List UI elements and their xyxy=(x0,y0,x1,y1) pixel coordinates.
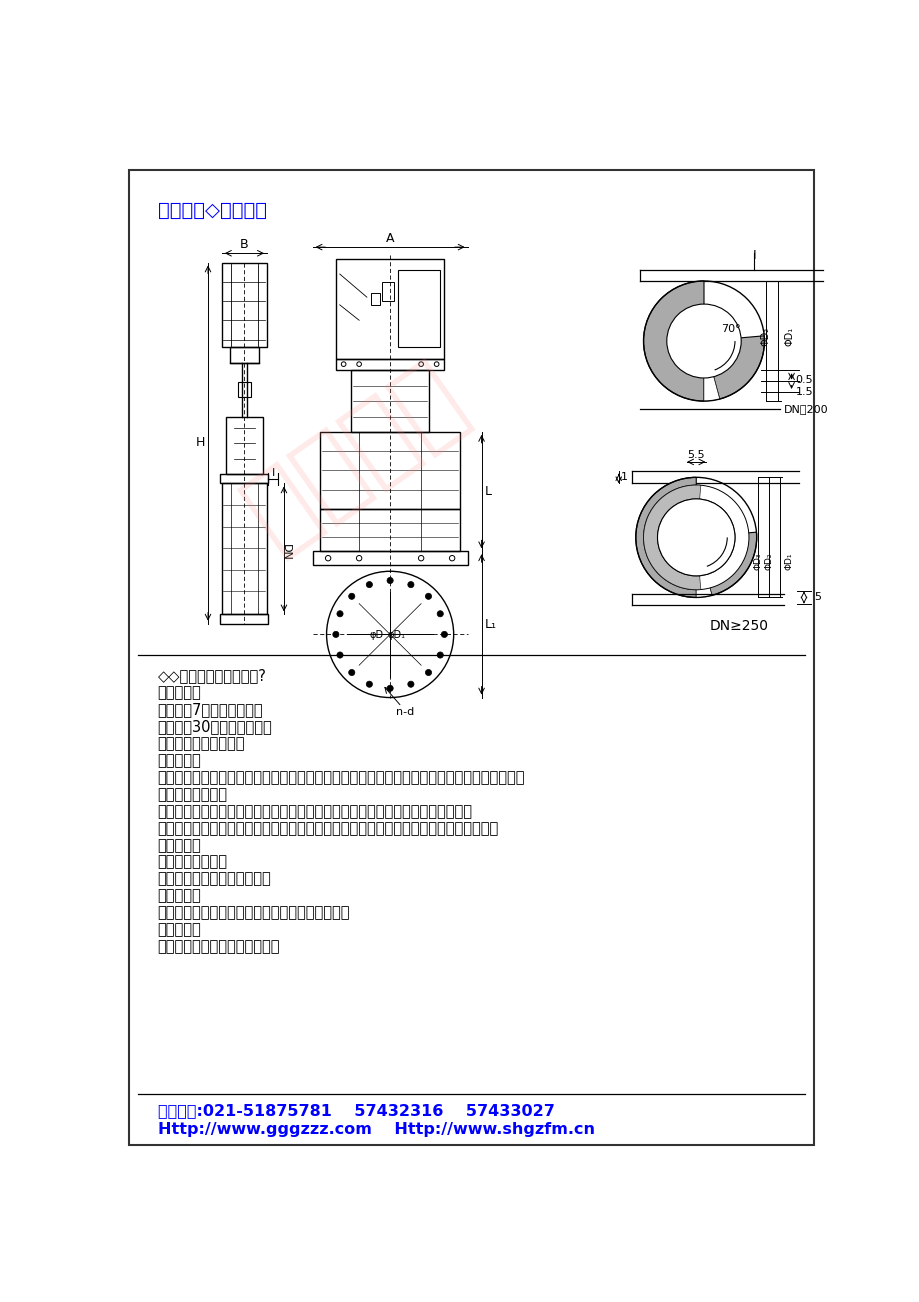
Circle shape xyxy=(341,362,346,366)
Text: 5: 5 xyxy=(813,592,820,603)
Text: 二、支持支付宝、百付宝付款: 二、支持支付宝、百付宝付款 xyxy=(157,871,271,887)
Circle shape xyxy=(336,652,343,658)
Circle shape xyxy=(356,556,361,561)
Text: 二、支持30天有问题退换货: 二、支持30天有问题退换货 xyxy=(157,719,272,734)
Text: φD₁: φD₁ xyxy=(387,630,405,639)
Text: 工洲阀门: 工洲阀门 xyxy=(229,348,481,565)
Wedge shape xyxy=(703,341,719,401)
Text: 在阀门行业技术含量并不是很高的情况下，选材跟检验是保证质量的重中之重，故我公司从以下: 在阀门行业技术含量并不是很高的情况下，选材跟检验是保证质量的重中之重，故我公司从… xyxy=(157,769,525,785)
Text: 二、按照台湾先进的检验理念和台湾的精湛的检验工艺、经多次检验无问题才准许出厂。: 二、按照台湾先进的检验理念和台湾的精湛的检验工艺、经多次检验无问题才准许出厂。 xyxy=(157,820,498,836)
Circle shape xyxy=(333,631,338,638)
Text: ΦD₁: ΦD₁ xyxy=(783,327,793,346)
Text: ΦD₁: ΦD₁ xyxy=(784,553,793,570)
Bar xyxy=(221,615,268,624)
Bar xyxy=(335,259,444,359)
Text: 70°: 70° xyxy=(712,521,732,530)
Circle shape xyxy=(666,305,741,378)
Wedge shape xyxy=(643,281,703,401)
Text: 70°: 70° xyxy=(720,324,740,335)
Circle shape xyxy=(434,362,438,366)
Bar xyxy=(320,432,460,509)
Circle shape xyxy=(418,362,423,366)
Circle shape xyxy=(325,556,331,561)
Text: 服务体系：: 服务体系： xyxy=(157,685,201,700)
Wedge shape xyxy=(696,538,711,598)
Bar xyxy=(397,271,440,348)
Text: 1: 1 xyxy=(620,473,628,482)
Circle shape xyxy=(437,611,443,617)
Bar xyxy=(221,483,267,615)
Wedge shape xyxy=(635,478,696,598)
Wedge shape xyxy=(643,486,748,590)
Circle shape xyxy=(437,652,443,658)
Text: DN＜200: DN＜200 xyxy=(783,404,827,414)
Circle shape xyxy=(425,594,431,599)
Wedge shape xyxy=(703,336,764,398)
Text: L: L xyxy=(484,484,491,497)
Text: 价格体系：: 价格体系： xyxy=(157,888,201,904)
Text: 三、完全免费保修一年: 三、完全免费保修一年 xyxy=(157,736,244,751)
Text: 一、高效内部成本控制，减少了开支，让利于客户: 一、高效内部成本控制，减少了开支，让利于客户 xyxy=(157,905,350,921)
Text: I: I xyxy=(752,249,755,262)
Text: 付款体系：: 付款体系： xyxy=(157,837,201,853)
Text: I: I xyxy=(271,469,275,478)
Circle shape xyxy=(387,577,392,583)
Text: Http://www.gggzzz.com    Http://www.shgzfm.cn: Http://www.gggzzz.com Http://www.shgzfm.… xyxy=(157,1122,594,1137)
Bar xyxy=(335,359,444,370)
Circle shape xyxy=(425,669,431,676)
Text: φD: φD xyxy=(369,630,383,639)
Bar xyxy=(230,348,259,362)
Text: 5.5: 5.5 xyxy=(686,450,704,461)
Text: ΦD₂: ΦD₂ xyxy=(764,553,773,570)
Bar xyxy=(320,509,460,551)
Circle shape xyxy=(336,611,343,617)
Text: 1.5: 1.5 xyxy=(795,387,812,397)
Text: ΦD₃: ΦD₃ xyxy=(753,553,762,570)
Text: 咋询热线:021-51875781    57432316    57433027: 咋询热线:021-51875781 57432316 57433027 xyxy=(157,1103,554,1118)
Text: n-d: n-d xyxy=(396,707,414,717)
Bar xyxy=(370,293,380,305)
Bar xyxy=(312,551,467,565)
Text: 工洲阀门◇台湾品质: 工洲阀门◇台湾品质 xyxy=(157,201,267,220)
Text: 0.5: 0.5 xyxy=(795,375,812,385)
Circle shape xyxy=(448,556,454,561)
Text: L₁: L₁ xyxy=(484,618,496,631)
Text: 交货体系：: 交货体系： xyxy=(157,922,201,937)
Circle shape xyxy=(326,572,453,698)
Text: DN≥250: DN≥250 xyxy=(709,618,767,633)
Text: 两方面进行把关。: 两方面进行把关。 xyxy=(157,786,227,802)
Wedge shape xyxy=(696,533,755,595)
Text: 一、充足的备货，缩短了交货期: 一、充足的备货，缩短了交货期 xyxy=(157,939,279,954)
Text: ◇◇为什么选择工洲阀门?: ◇◇为什么选择工洲阀门? xyxy=(157,668,267,684)
Circle shape xyxy=(357,362,361,366)
Text: ΦD₂: ΦD₂ xyxy=(760,327,770,346)
Text: B: B xyxy=(240,238,248,251)
Circle shape xyxy=(348,594,355,599)
Circle shape xyxy=(387,685,392,691)
Text: H: H xyxy=(196,436,205,449)
Circle shape xyxy=(407,582,414,587)
Bar xyxy=(221,263,267,348)
Text: 质量体系：: 质量体系： xyxy=(157,753,201,768)
Circle shape xyxy=(366,681,372,687)
Bar xyxy=(382,281,393,301)
Circle shape xyxy=(418,556,424,561)
Text: 一、支扸7天无理由退换货: 一、支扸7天无理由退换货 xyxy=(157,702,263,717)
Text: 一、我公司设采购部同时，多设采购质检部来保证采购物品达到国家及国际标准。: 一、我公司设采购部同时，多设采购质检部来保证采购物品达到国家及国际标准。 xyxy=(157,803,472,819)
Circle shape xyxy=(441,631,447,638)
Circle shape xyxy=(348,669,355,676)
Bar xyxy=(351,370,428,432)
Wedge shape xyxy=(643,486,700,590)
Text: A: A xyxy=(385,232,394,245)
Bar xyxy=(225,417,263,474)
Circle shape xyxy=(407,681,414,687)
Bar xyxy=(238,381,250,397)
Text: DN: DN xyxy=(281,544,291,561)
Circle shape xyxy=(366,582,372,587)
Bar xyxy=(221,474,268,483)
Circle shape xyxy=(657,499,734,575)
Text: 一、支持货到付款: 一、支持货到付款 xyxy=(157,854,227,870)
